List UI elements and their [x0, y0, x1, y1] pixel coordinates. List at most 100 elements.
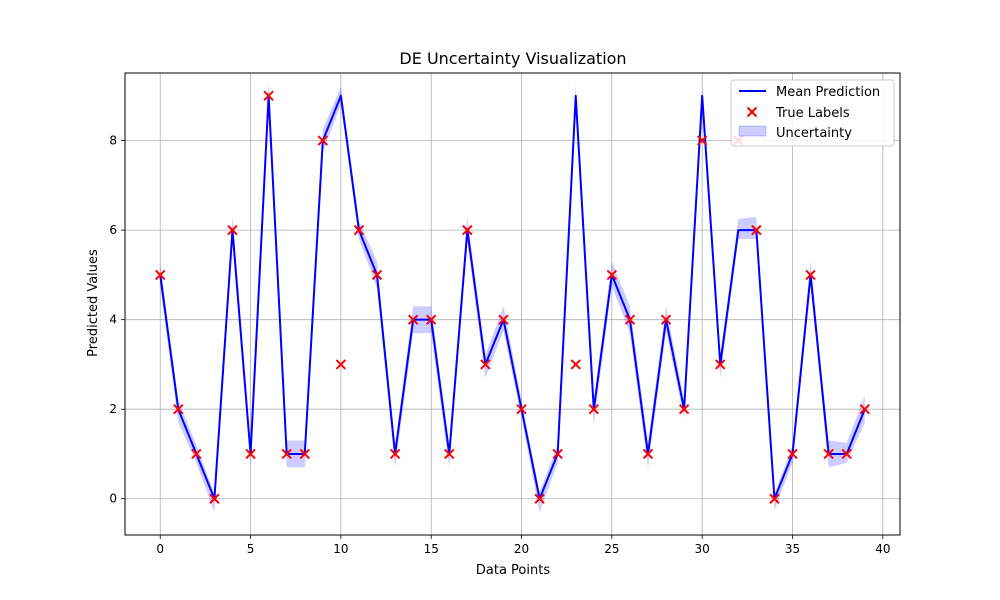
true-label-marker [642, 448, 654, 460]
true-label-marker [841, 448, 852, 460]
legend-true-marker-swatch [746, 106, 758, 118]
grid [125, 73, 900, 535]
true-label-marker [606, 269, 618, 281]
true-label-marker [462, 224, 473, 236]
true-label-marker [751, 224, 762, 236]
true-label-marker [263, 90, 274, 102]
true-label-marker [769, 493, 780, 504]
true-label-marker [552, 448, 563, 460]
true-label-marker [516, 403, 527, 415]
x-tick-label: 5 [247, 542, 255, 556]
marker-stroke [715, 359, 726, 370]
marker-stroke [191, 448, 202, 460]
x-tick-label: 10 [333, 542, 348, 556]
true-label-marker [480, 359, 491, 370]
marker-stroke [588, 403, 600, 415]
mean-prediction-line [159, 94, 866, 500]
x-tick-label: 20 [514, 542, 529, 556]
x-tick-label: 15 [424, 542, 439, 556]
marker-stroke [335, 359, 347, 370]
marker-stroke [371, 269, 383, 281]
marker-stroke [209, 493, 220, 504]
true-label-marker [678, 403, 690, 415]
marker-stroke [281, 448, 292, 460]
true-label-marker [570, 359, 581, 370]
marker-stroke [155, 269, 166, 281]
axis-ticks: 0 5 10 15 20 25 30 35 40 0 2 4 6 8 [109, 134, 890, 556]
true-label-marker [209, 493, 220, 504]
true-label-marker [588, 403, 600, 415]
true-label-marker [715, 359, 726, 370]
marker-stroke [498, 314, 509, 325]
marker-stroke [227, 224, 238, 236]
true-label-marker [173, 403, 184, 415]
chart-title: DE Uncertainty Visualization [399, 49, 626, 68]
x-tick-label: 25 [604, 542, 619, 556]
marker-stroke [245, 448, 256, 460]
true-label-marker [823, 448, 834, 460]
marker-stroke [480, 359, 491, 370]
true-label-marker [787, 448, 798, 460]
marker-stroke [624, 314, 636, 325]
marker-stroke [425, 314, 437, 325]
true-label-marker [805, 269, 816, 281]
x-tick-label: 40 [875, 542, 890, 556]
true-label-marker [299, 448, 310, 460]
marker-stroke [444, 448, 455, 460]
y-tick-label: 6 [109, 223, 117, 237]
mean-line-layer [159, 94, 866, 500]
marker-stroke [642, 448, 654, 460]
marker-stroke [389, 448, 401, 460]
marker-stroke [534, 493, 545, 504]
true-label-marker [389, 448, 401, 460]
true-label-marker [624, 314, 636, 325]
legend-uncertainty-label: Uncertainty [776, 126, 852, 141]
marker-stroke [263, 90, 274, 102]
y-tick-label: 2 [109, 402, 117, 416]
true-label-marker [660, 314, 672, 325]
true-label-marker [534, 493, 545, 504]
marker-stroke [299, 448, 310, 460]
marker-stroke [407, 314, 419, 325]
true-label-marker [227, 224, 238, 236]
marker-stroke [173, 403, 184, 415]
true-label-marker [444, 448, 455, 460]
legend-mean-label: Mean Prediction [776, 85, 880, 100]
true-label-marker [498, 314, 509, 325]
legend: Mean Prediction True Labels Uncertainty [730, 79, 895, 147]
marker-stroke [660, 314, 672, 325]
marker-stroke [678, 403, 690, 415]
plot-frame [124, 72, 901, 536]
marker-stroke [552, 448, 563, 460]
legend-uncertainty-swatch [738, 125, 767, 137]
true-label-marker [317, 135, 329, 146]
marker-stroke [606, 269, 618, 281]
true-label-marker [371, 269, 383, 281]
marker-stroke [516, 403, 527, 415]
legend-true-label: True Labels [775, 106, 850, 121]
marker-stroke [859, 403, 870, 415]
legend-box [730, 79, 895, 147]
marker-stroke [805, 269, 816, 281]
x-tick-label: 30 [695, 542, 710, 556]
true-label-marker [281, 448, 292, 460]
x-axis-label: Data Points [476, 563, 550, 578]
marker-stroke [823, 448, 834, 460]
marker-stroke [696, 135, 708, 146]
marker-stroke [841, 448, 852, 460]
marker-stroke [769, 493, 780, 504]
marker-stroke [787, 448, 798, 460]
true-label-marker [407, 314, 419, 325]
true-label-marker [859, 403, 870, 415]
marker-stroke [317, 135, 329, 146]
y-tick-label: 0 [109, 492, 117, 506]
marker-stroke [570, 359, 581, 370]
true-label-marker [155, 269, 166, 281]
x-tick-label: 0 [156, 542, 164, 556]
y-axis-label: Predicted Values [86, 249, 101, 357]
true-label-marker [191, 448, 202, 460]
true-label-marker [696, 135, 708, 146]
marker-stroke [751, 224, 762, 236]
marker-stroke [462, 224, 473, 236]
